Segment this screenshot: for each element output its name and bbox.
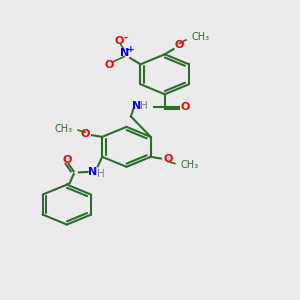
Text: H: H [97, 169, 105, 179]
Text: O: O [175, 40, 184, 50]
Text: -: - [124, 33, 128, 43]
Text: O: O [180, 102, 189, 112]
Text: O: O [163, 154, 172, 164]
Text: O: O [105, 60, 114, 70]
Text: O: O [62, 155, 72, 165]
Text: N: N [132, 101, 141, 112]
Text: CH₃: CH₃ [192, 32, 210, 43]
Text: O: O [114, 36, 124, 46]
Text: +: + [127, 45, 135, 54]
Text: N: N [120, 48, 129, 59]
Text: CH₃: CH₃ [180, 160, 198, 170]
Text: H: H [140, 101, 148, 112]
Text: CH₃: CH₃ [55, 124, 73, 134]
Text: N: N [88, 167, 98, 177]
Text: O: O [80, 129, 90, 139]
